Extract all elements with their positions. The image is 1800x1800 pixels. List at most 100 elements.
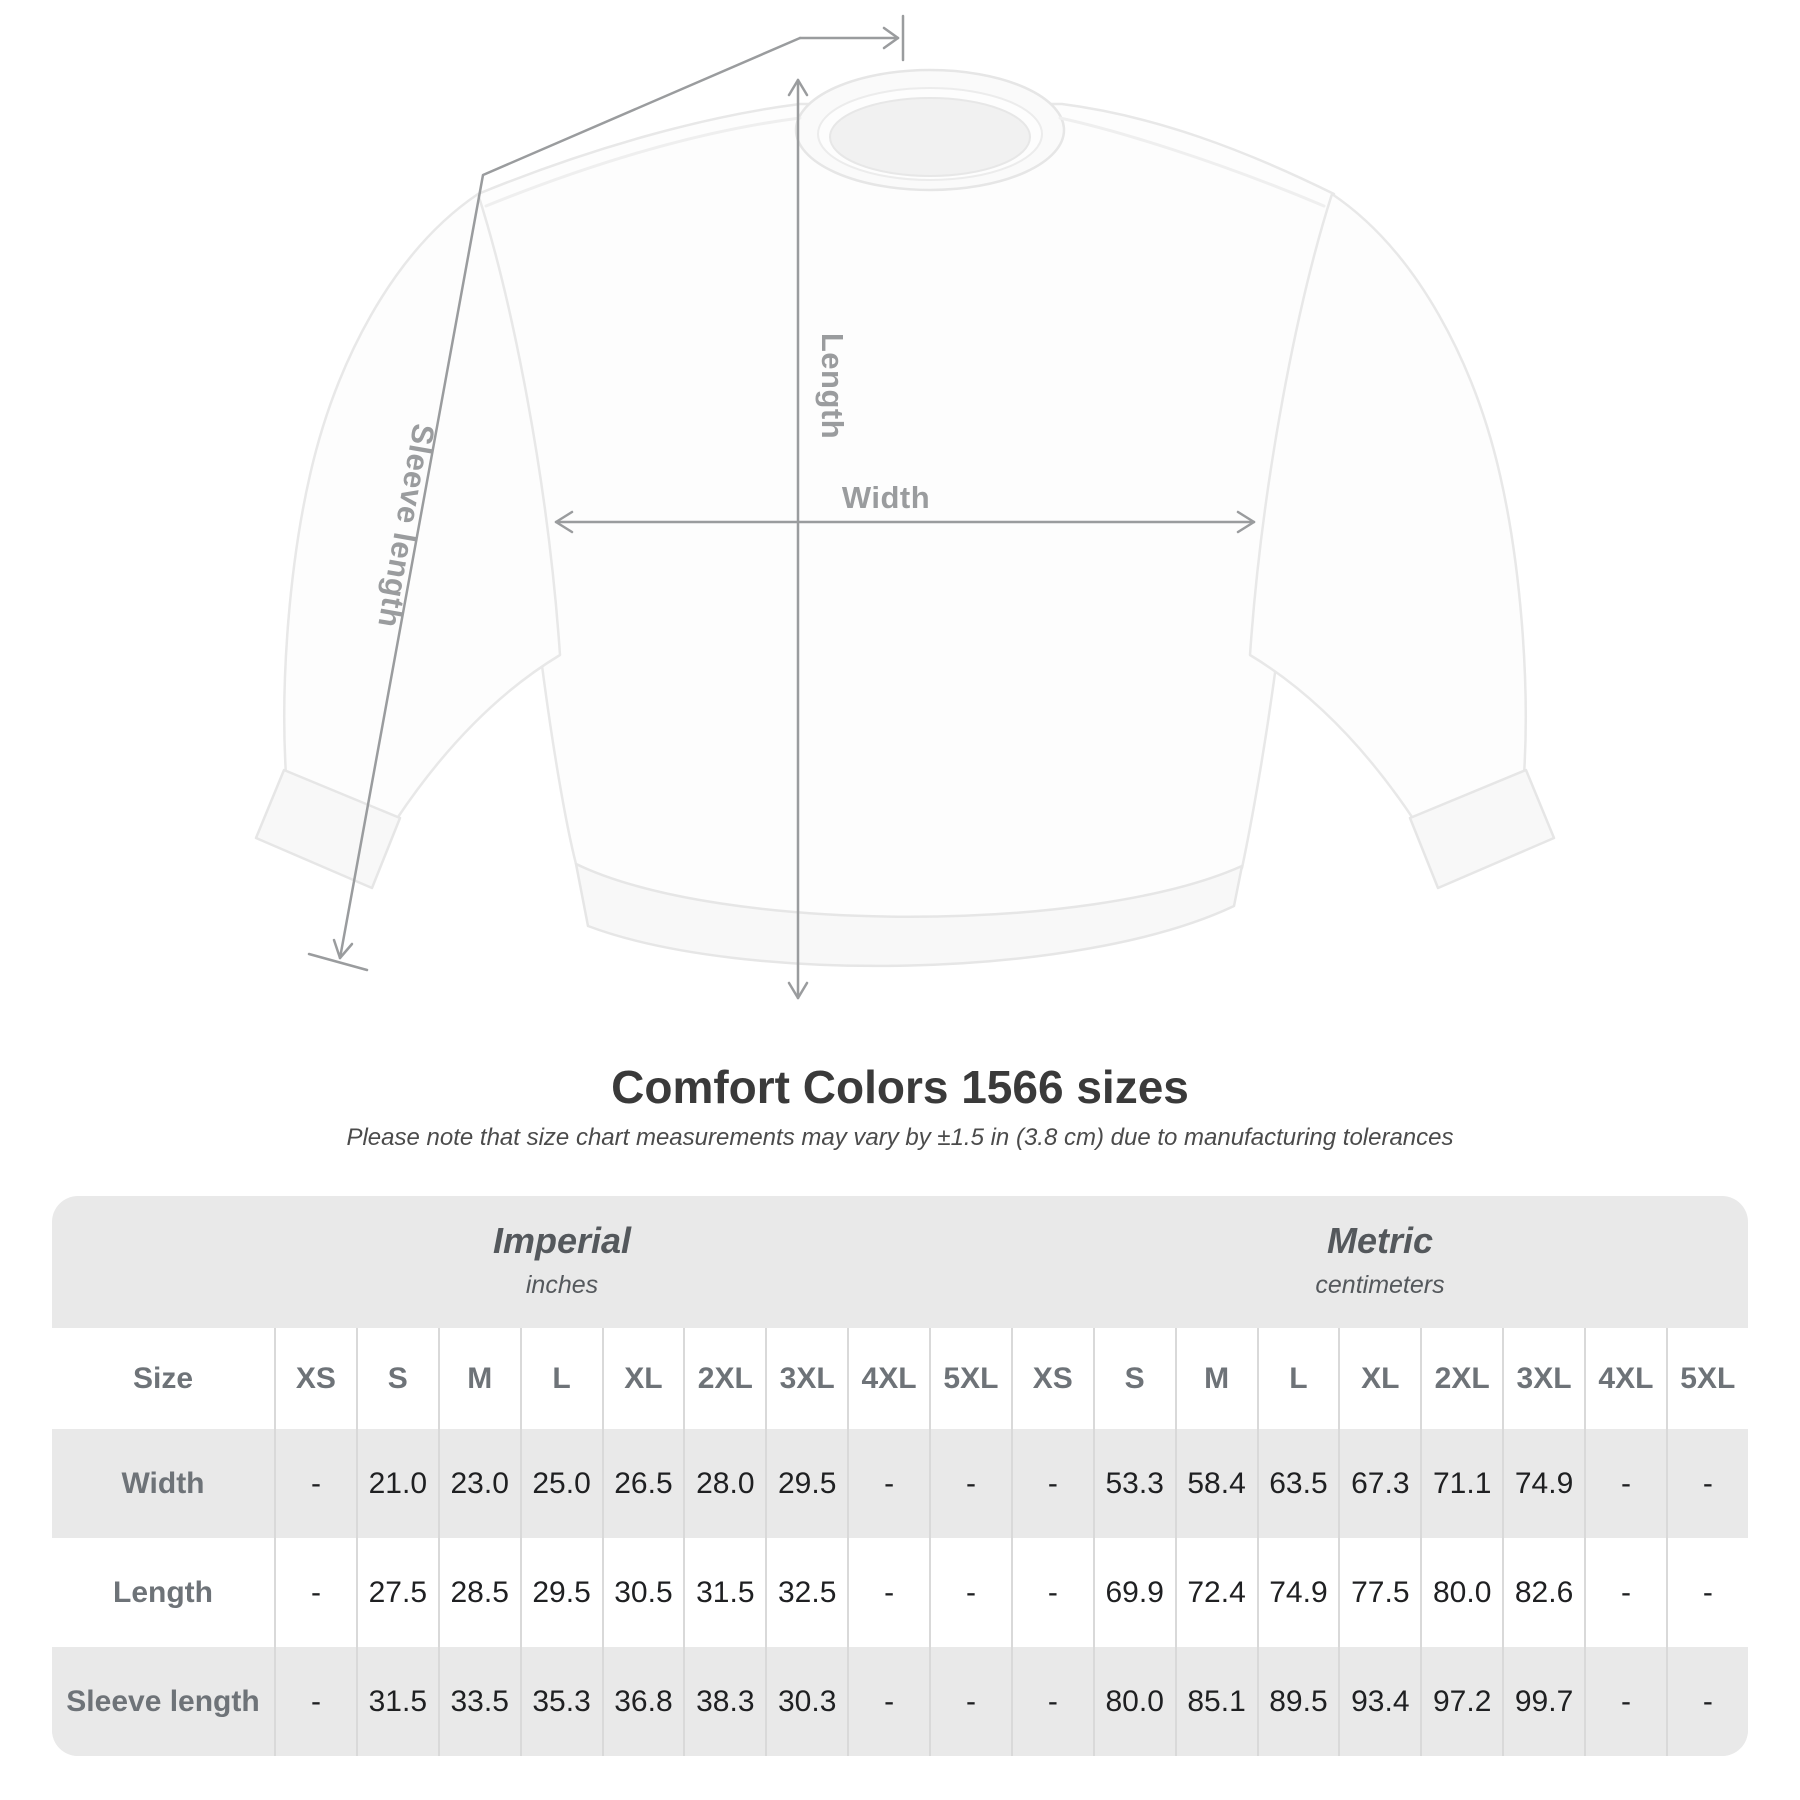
- value-cell: 80.0: [1092, 1647, 1175, 1756]
- metric-title: Metric: [1326, 1220, 1434, 1261]
- value-cell: 77.5: [1338, 1538, 1420, 1647]
- imperial-title: Imperial: [492, 1220, 632, 1261]
- sleeve-start-arrow-icon: [882, 26, 900, 50]
- value-cell: -: [1665, 1647, 1748, 1756]
- size-header-cell: 2XL: [683, 1328, 765, 1429]
- table-row: Sleeve length -31.5 33.5 35.3 36.8 38.3 30.3- -…: [52, 1647, 1748, 1756]
- value-cell: 74.9: [1502, 1429, 1584, 1538]
- value-cell: 85.1: [1174, 1647, 1257, 1756]
- sweatshirt-waistband: [574, 862, 1244, 968]
- size-header-cell: 3XL: [1502, 1328, 1584, 1429]
- value-cell: -: [274, 1538, 356, 1647]
- value-cell: -: [929, 1647, 1011, 1756]
- value-cell: -: [1584, 1647, 1666, 1756]
- size-header-cell: M: [437, 1328, 520, 1429]
- value-cell: 35.3: [519, 1647, 602, 1756]
- sweatshirt-collar-opening: [829, 97, 1031, 177]
- value-cell: 27.5: [355, 1538, 438, 1647]
- measurement-annotations: [307, 14, 1256, 1000]
- value-cell: 28.0: [683, 1429, 765, 1538]
- value-cell: -: [929, 1429, 1011, 1538]
- width-arrow-right-icon: [1236, 510, 1256, 534]
- metric-unit: centimeters: [1315, 1271, 1445, 1299]
- value-cell: 89.5: [1256, 1647, 1339, 1756]
- value-cell: 29.5: [765, 1429, 847, 1538]
- size-header-cell: 4XL: [847, 1328, 929, 1429]
- value-cell: -: [1584, 1538, 1666, 1647]
- length-arrow-down-icon: [787, 981, 809, 1000]
- units-band: Imperial inches Metric centimeters: [52, 1196, 1748, 1328]
- value-cell: -: [1010, 1647, 1093, 1756]
- metric-section-header: Metric centimeters: [1012, 1220, 1748, 1300]
- size-header-cell: XS: [274, 1328, 356, 1429]
- value-cell: 63.5: [1256, 1429, 1339, 1538]
- row-label: Length: [113, 1575, 213, 1609]
- length-label: Length: [815, 333, 850, 439]
- value-cell: 80.0: [1420, 1538, 1502, 1647]
- size-column-header: Size: [132, 1361, 194, 1395]
- value-cell: 28.5: [437, 1538, 520, 1647]
- value-cell: 53.3: [1092, 1429, 1175, 1538]
- value-cell: 32.5: [765, 1538, 847, 1647]
- value-cell: -: [847, 1538, 929, 1647]
- value-cell: 69.9: [1092, 1538, 1175, 1647]
- value-cell: 21.0: [355, 1429, 438, 1538]
- value-cell: -: [847, 1429, 929, 1538]
- value-cell: 38.3: [683, 1647, 765, 1756]
- tolerance-note: Please note that size chart measurements…: [346, 1124, 1454, 1151]
- sweatshirt-left-cuff: [254, 768, 402, 890]
- imperial-unit: inches: [525, 1271, 599, 1299]
- value-cell: 71.1: [1420, 1429, 1502, 1538]
- value-cell: 25.0: [519, 1429, 602, 1538]
- size-header-cell: 2XL: [1420, 1328, 1502, 1429]
- size-header-row: Size XS S M L XL 2XL 3XL 4XL 5XL XS S M L XL 2XL 3XL 4XL 5…: [52, 1328, 1748, 1429]
- size-header-cell: XL: [1338, 1328, 1420, 1429]
- size-table: Imperial inches Metric centimeters Size X…: [52, 1196, 1748, 1756]
- value-cell: -: [1665, 1538, 1748, 1647]
- size-header-cell: S: [1092, 1328, 1175, 1429]
- value-cell: 58.4: [1174, 1429, 1257, 1538]
- size-header-cell: 3XL: [765, 1328, 847, 1429]
- value-cell: -: [1584, 1429, 1666, 1538]
- width-label: Width: [842, 480, 930, 515]
- size-header-cell: 5XL: [929, 1328, 1011, 1429]
- size-header-cell: L: [1256, 1328, 1339, 1429]
- size-header-cell: 4XL: [1584, 1328, 1666, 1429]
- value-cell: 97.2: [1420, 1647, 1502, 1756]
- size-header-cell: M: [1174, 1328, 1257, 1429]
- sleeve-arrow-icon: [332, 938, 354, 960]
- size-header-cell: L: [519, 1328, 602, 1429]
- length-arrow-up-icon: [787, 78, 809, 97]
- sweatshirt-illustration: [254, 68, 1556, 968]
- imperial-section-header: Imperial inches: [82, 1220, 1042, 1300]
- size-header-cell: XL: [601, 1328, 684, 1429]
- right-shoulder-seam: [1058, 116, 1326, 208]
- value-cell: 36.8: [601, 1647, 684, 1756]
- value-cell: 33.5: [437, 1647, 520, 1756]
- page-title: Comfort Colors 1566 sizes: [611, 1061, 1189, 1113]
- value-cell: 72.4: [1174, 1538, 1257, 1647]
- sweatshirt-right-cuff: [1408, 768, 1556, 890]
- value-cell: -: [274, 1647, 356, 1756]
- value-cell: 74.9: [1256, 1538, 1339, 1647]
- size-header-cell: XS: [1010, 1328, 1093, 1429]
- value-cell: -: [1010, 1538, 1093, 1647]
- value-cell: 67.3: [1338, 1429, 1420, 1538]
- value-cell: -: [847, 1647, 929, 1756]
- sleeve-measure-line: [338, 36, 802, 960]
- value-cell: 31.5: [355, 1647, 438, 1756]
- value-cell: 30.3: [765, 1647, 847, 1756]
- value-cell: -: [1665, 1429, 1748, 1538]
- value-cell: -: [1010, 1429, 1093, 1538]
- value-cell: 31.5: [683, 1538, 765, 1647]
- table-row: Length -27.5 28.5 29.5 30.5 31.5 32.5- - -69.9 72…: [52, 1538, 1748, 1647]
- row-label: Sleeve length: [66, 1684, 260, 1718]
- value-cell: 26.5: [601, 1429, 684, 1538]
- sweatshirt-diagram: Length Width Sleeve length: [254, 14, 1556, 1000]
- value-cell: -: [929, 1538, 1011, 1647]
- value-cell: -: [274, 1429, 356, 1538]
- row-label: Width: [121, 1466, 205, 1500]
- size-header-cell: S: [355, 1328, 438, 1429]
- value-cell: 82.6: [1502, 1538, 1584, 1647]
